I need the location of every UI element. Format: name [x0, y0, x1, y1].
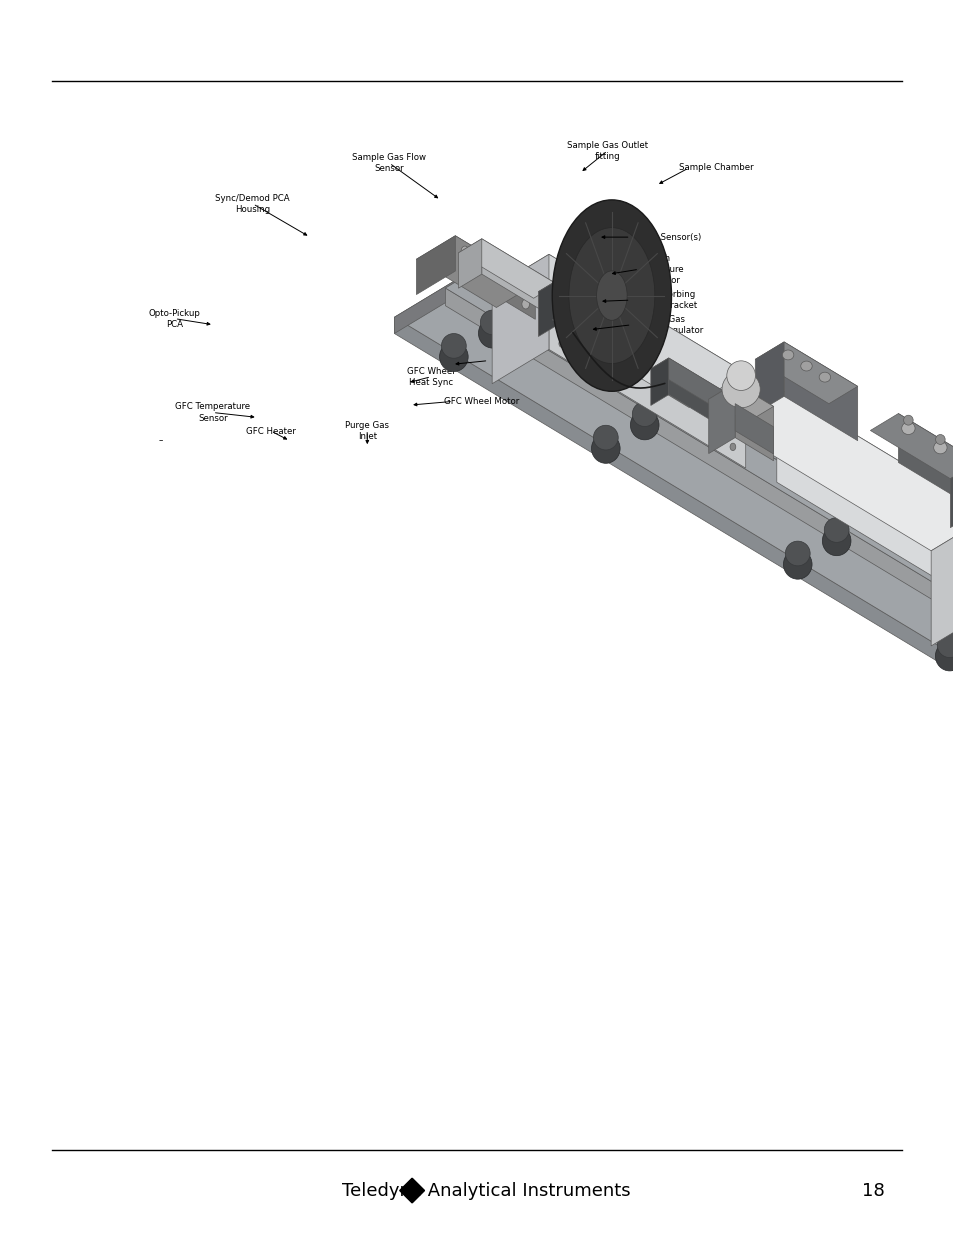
Ellipse shape	[568, 227, 654, 363]
Ellipse shape	[478, 319, 507, 348]
Ellipse shape	[521, 283, 529, 293]
Ellipse shape	[439, 342, 468, 372]
Ellipse shape	[441, 333, 466, 358]
Polygon shape	[394, 270, 472, 333]
Polygon shape	[949, 462, 953, 527]
Polygon shape	[416, 236, 455, 294]
Ellipse shape	[933, 441, 946, 453]
Polygon shape	[735, 383, 773, 461]
Polygon shape	[718, 387, 953, 551]
Text: Sample Chamber: Sample Chamber	[679, 163, 753, 173]
Polygon shape	[394, 270, 953, 664]
Polygon shape	[708, 383, 735, 453]
Text: Opto-Pickup
PCA: Opto-Pickup PCA	[149, 309, 200, 329]
Ellipse shape	[558, 340, 564, 347]
Text: Purge Gas
Pressure Regulator: Purge Gas Pressure Regulator	[621, 315, 702, 335]
Ellipse shape	[821, 526, 850, 556]
Polygon shape	[755, 342, 857, 404]
Text: GFC Heater: GFC Heater	[246, 426, 295, 436]
Polygon shape	[445, 288, 953, 634]
Ellipse shape	[591, 433, 619, 463]
Polygon shape	[537, 277, 563, 336]
Polygon shape	[481, 238, 557, 320]
Text: –: –	[158, 436, 162, 446]
Polygon shape	[650, 358, 729, 405]
Ellipse shape	[784, 541, 809, 566]
Polygon shape	[668, 358, 729, 431]
Text: Pressure Sensor(s): Pressure Sensor(s)	[620, 232, 700, 242]
Polygon shape	[898, 414, 953, 511]
Polygon shape	[650, 358, 668, 405]
Polygon shape	[548, 254, 745, 468]
Ellipse shape	[460, 246, 468, 256]
Ellipse shape	[460, 262, 468, 272]
Text: GFC Temperature
Sensor: GFC Temperature Sensor	[175, 403, 250, 422]
Text: Teledyne Analytical Instruments: Teledyne Analytical Instruments	[342, 1182, 630, 1199]
Polygon shape	[563, 277, 643, 369]
Polygon shape	[492, 254, 548, 384]
Polygon shape	[574, 306, 630, 366]
Text: Purge Gas
Inlet: Purge Gas Inlet	[345, 421, 389, 441]
Ellipse shape	[937, 632, 953, 657]
Ellipse shape	[729, 375, 735, 383]
Polygon shape	[468, 274, 953, 620]
Polygon shape	[869, 414, 953, 479]
Ellipse shape	[610, 333, 633, 358]
Ellipse shape	[721, 370, 760, 408]
Ellipse shape	[632, 401, 657, 426]
Ellipse shape	[521, 299, 529, 309]
Polygon shape	[445, 274, 953, 616]
Ellipse shape	[480, 310, 505, 335]
Polygon shape	[776, 387, 953, 610]
Ellipse shape	[729, 443, 735, 451]
Text: Shock Absorbing
Mounting Bracket: Shock Absorbing Mounting Bracket	[620, 290, 697, 310]
Text: Sync/Demod PCA
Housing: Sync/Demod PCA Housing	[215, 194, 290, 214]
Ellipse shape	[935, 641, 953, 671]
Polygon shape	[708, 383, 773, 422]
Ellipse shape	[630, 410, 659, 440]
Polygon shape	[472, 270, 953, 634]
Polygon shape	[492, 254, 745, 408]
Ellipse shape	[781, 350, 793, 359]
Polygon shape	[783, 342, 857, 441]
Polygon shape	[537, 277, 643, 340]
Polygon shape	[735, 404, 773, 454]
Polygon shape	[755, 342, 783, 414]
Text: 18: 18	[861, 1182, 883, 1199]
Polygon shape	[416, 236, 535, 308]
Polygon shape	[458, 238, 481, 288]
Ellipse shape	[782, 550, 811, 579]
Ellipse shape	[593, 425, 618, 450]
Polygon shape	[412, 1178, 424, 1203]
Polygon shape	[399, 1178, 412, 1203]
Text: Sample Gas Flow
Sensor: Sample Gas Flow Sensor	[352, 153, 426, 173]
Text: Bench
Temperature
Thermistor: Bench Temperature Thermistor	[629, 253, 683, 285]
Ellipse shape	[620, 333, 636, 351]
Ellipse shape	[823, 517, 848, 542]
Polygon shape	[552, 306, 630, 353]
Ellipse shape	[800, 361, 811, 370]
Ellipse shape	[902, 415, 912, 425]
Ellipse shape	[819, 372, 830, 382]
Polygon shape	[930, 515, 953, 646]
Ellipse shape	[726, 361, 755, 390]
Text: GFC Wheel
Heat Sync: GFC Wheel Heat Sync	[407, 367, 455, 387]
Polygon shape	[394, 317, 953, 680]
Text: Sample Gas Outlet
fitting: Sample Gas Outlet fitting	[566, 141, 648, 161]
Ellipse shape	[552, 200, 671, 391]
Ellipse shape	[901, 422, 914, 435]
Text: IR Source: IR Source	[478, 356, 519, 366]
Text: GFC Wheel Motor: GFC Wheel Motor	[443, 396, 518, 406]
Polygon shape	[455, 236, 535, 320]
Ellipse shape	[558, 272, 564, 279]
Polygon shape	[458, 238, 557, 299]
Ellipse shape	[935, 435, 944, 445]
Ellipse shape	[596, 270, 626, 320]
